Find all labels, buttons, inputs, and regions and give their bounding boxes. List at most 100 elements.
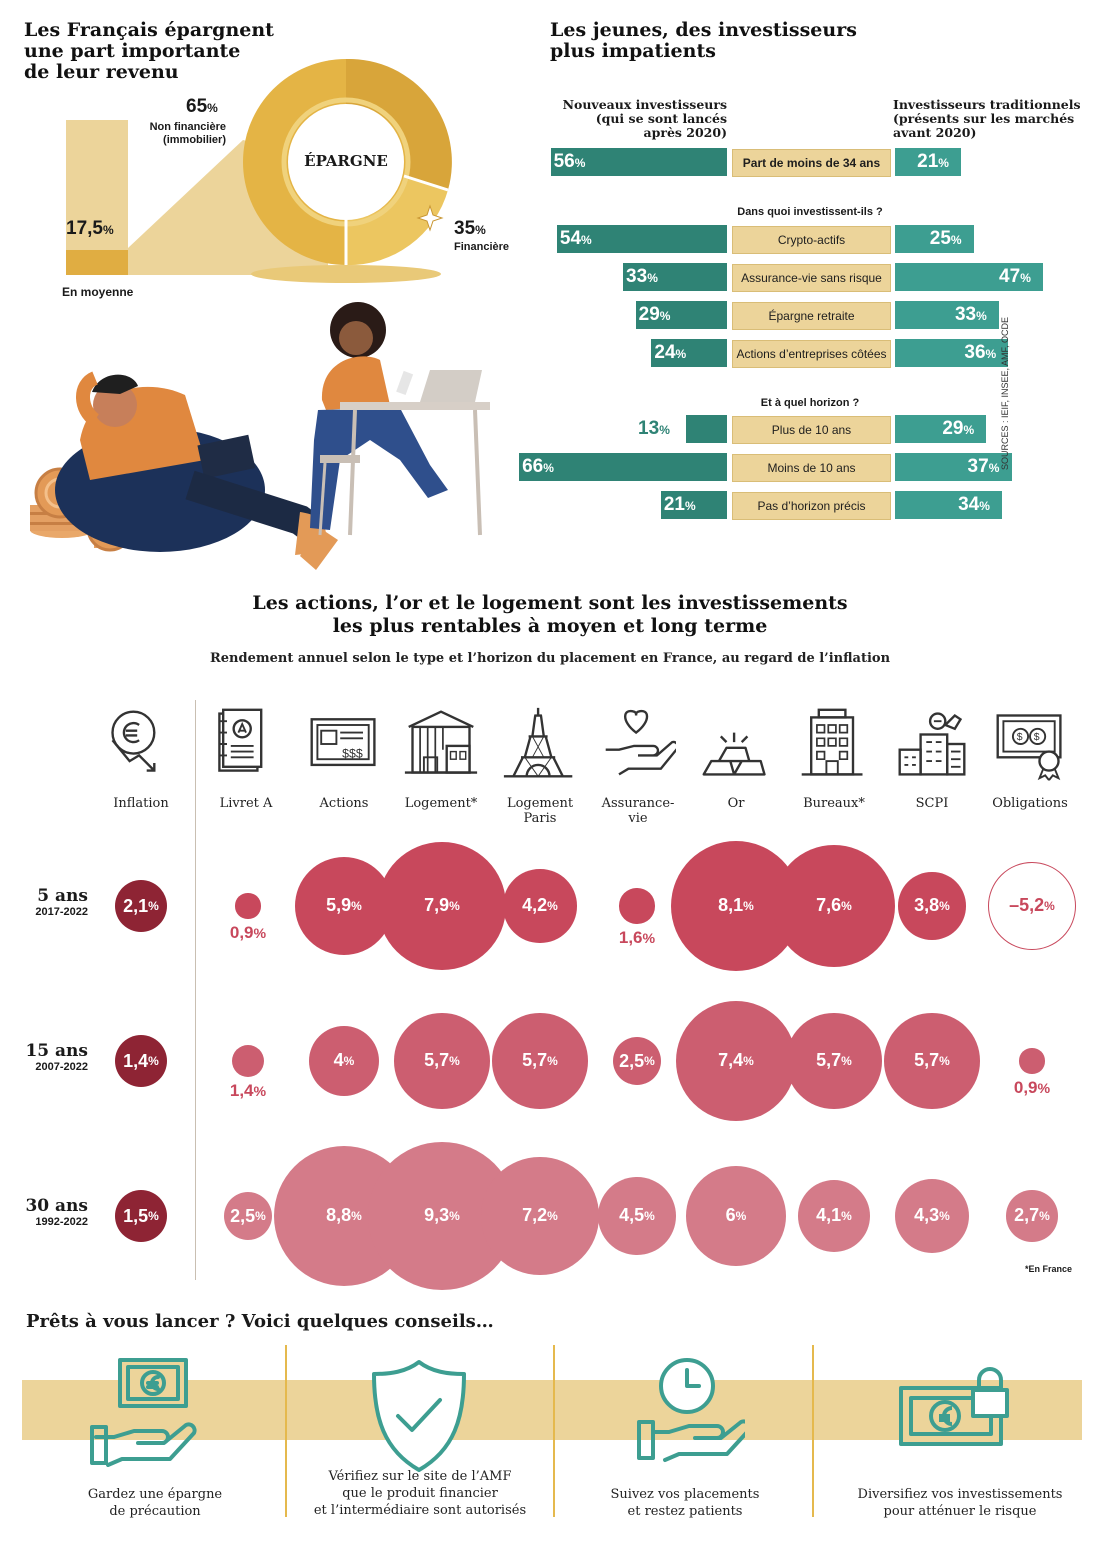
young-title-line: Les jeunes, des investisseurs <box>550 19 857 41</box>
pct-number: 37 <box>967 456 989 477</box>
pct-number: 29 <box>638 304 660 325</box>
footnote: *En France <box>1024 1264 1072 1274</box>
gold-bars-icon-svg <box>702 732 766 776</box>
hand-heart-icon <box>600 704 680 789</box>
return-bubble: 5,7% <box>786 1013 882 1109</box>
house-building-icon-svg <box>404 710 478 774</box>
column-header-line: Inflation <box>113 796 169 811</box>
pct-number: 47 <box>999 266 1021 287</box>
eiffel-tower-icon-svg <box>503 707 573 778</box>
bar-traditional-investors <box>895 491 1003 519</box>
pct-sign: % <box>684 499 696 513</box>
tip-line: que le produit financier <box>342 1486 498 1501</box>
column-header-line: Actions <box>319 796 369 811</box>
bar-traditional-value: 29% <box>942 415 974 444</box>
pct-number: 0,9 <box>1013 1077 1038 1097</box>
bar-traditional-value: 33% <box>955 301 987 330</box>
financial-pct: 35% <box>454 218 486 240</box>
tip-text-2: Vérifiez sur le site de l’AMF que le pro… <box>290 1468 550 1519</box>
pct-sign: % <box>255 1209 266 1223</box>
pct-number: 2,1 <box>123 895 149 916</box>
returns-subtitle: Rendement annuel selon le type et l’hori… <box>209 651 891 666</box>
pct-sign: % <box>1020 271 1031 285</box>
pct-number: 1,4 <box>229 1081 254 1101</box>
savings-bar-fill <box>66 250 128 275</box>
pct-number: 5,7 <box>522 1050 548 1071</box>
row-label: 15 ans 2007-2022 <box>14 1041 88 1073</box>
house-building-icon <box>403 704 479 789</box>
bar-traditional-investors <box>895 263 1044 291</box>
return-bubble: 4,3% <box>894 1178 970 1254</box>
bar-new-investors <box>556 225 727 253</box>
pct-sign: % <box>543 461 554 475</box>
pct-number: 9,3 <box>424 1205 450 1226</box>
pct-number: 24 <box>654 342 676 363</box>
pct-number: 5,7 <box>816 1050 842 1071</box>
tip-line: et restez patients <box>627 1504 743 1519</box>
returns-title-line: les plus rentables à moyen et long terme <box>332 615 768 637</box>
bar-new-investors <box>651 339 727 367</box>
inflation-euro-icon <box>103 704 179 789</box>
tip-line: Diversifiez vos investissements <box>857 1487 1063 1502</box>
bar-traditional-value: 25% <box>930 225 962 254</box>
left-series-header-line: Nouveaux investisseurs <box>562 97 727 112</box>
pct-sign: % <box>547 898 558 913</box>
pct-sign: % <box>735 1208 747 1223</box>
pct-number: 4,5 <box>619 1205 645 1226</box>
pct-sign: % <box>841 1208 852 1223</box>
tip-text-1: Gardez une épargne de précaution <box>40 1486 270 1520</box>
row-label: 30 ans 1992-2022 <box>14 1196 88 1228</box>
sparkle-icon <box>416 204 444 232</box>
bar-traditional-investors <box>895 301 999 329</box>
pct-sign: % <box>985 347 997 361</box>
savings-title-line: de leur revenu <box>24 61 179 83</box>
pct-sign: % <box>449 1208 460 1223</box>
column-header: Or <box>676 796 796 811</box>
bar-traditional-investors <box>895 415 987 443</box>
eiffel-tower-icon <box>502 704 578 789</box>
column-header-line: Logement* <box>404 796 478 811</box>
savings-title: Les Français épargnent une part importan… <box>24 20 294 83</box>
financial-label: Financière <box>454 241 510 253</box>
column-header: Assurance-vie <box>578 796 698 826</box>
pct-sign: % <box>976 309 987 323</box>
stock-certificate-icon: $$$ <box>306 704 382 789</box>
row-years: 2007-2022 <box>35 1061 88 1073</box>
pct-number: 56 <box>553 151 575 172</box>
pct-sign: % <box>148 1054 159 1068</box>
right-series-header-line: (présents sur les marchés <box>893 111 1075 126</box>
bar-new-investors <box>550 148 727 176</box>
donut-divider <box>403 174 449 192</box>
pct-sign: % <box>207 101 218 115</box>
row-label: 5 ans 2017-2022 <box>14 886 88 918</box>
pct-sign: % <box>743 1053 754 1068</box>
return-bubble: 6% <box>686 1166 786 1266</box>
inflation-bubble: 1,4% <box>115 1035 167 1087</box>
donut-segment-highlight <box>346 176 448 266</box>
inflation-separator <box>195 700 196 1280</box>
return-bubble: 5,9% <box>294 856 394 956</box>
column-header: SCPI <box>872 796 992 811</box>
return-bubble: 3,8% <box>898 872 966 940</box>
bubble-value-label: 1,6% <box>597 928 677 948</box>
svg-text:$: $ <box>1017 732 1023 743</box>
pct-number: 4,3 <box>914 1205 940 1226</box>
pct-sign: % <box>351 898 362 913</box>
left-series-header-line: après 2020) <box>643 125 727 140</box>
return-bubble <box>235 893 261 919</box>
column-header: Actions <box>284 796 404 811</box>
svg-text:$$$: $$$ <box>342 746 363 760</box>
investors-illustration <box>30 302 490 570</box>
pct-number: 2,5 <box>230 1205 256 1226</box>
savings-donut <box>243 58 452 283</box>
pct-number: 7,4 <box>718 1050 744 1071</box>
pct-sign: % <box>743 898 754 913</box>
pct-sign: % <box>253 1084 267 1101</box>
savings-bar-value-text: 17,5 <box>66 218 103 239</box>
column-header: Logement Paris <box>480 796 600 826</box>
pct-number: 34 <box>958 494 980 515</box>
young-title: Les jeunes, des investisseurs plus impat… <box>550 20 910 62</box>
scpi-buildings-icon <box>894 704 970 789</box>
return-bubble <box>1019 1048 1045 1074</box>
pct-number: 2,7 <box>1014 1205 1040 1226</box>
